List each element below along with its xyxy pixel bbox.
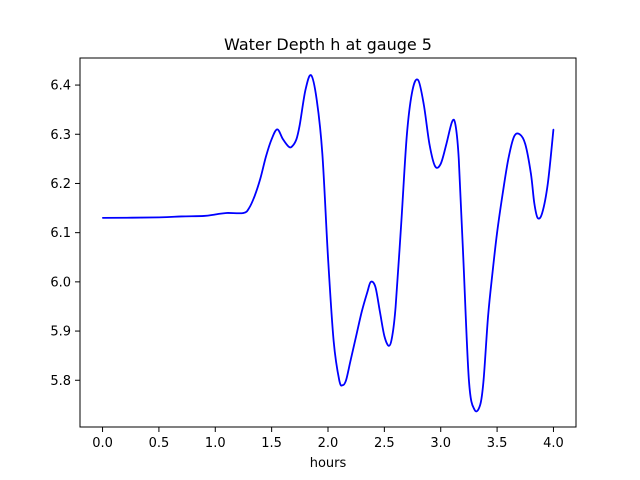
data-point (333, 340, 335, 342)
x-tick-label: 4.0 (543, 436, 564, 451)
data-point (491, 271, 494, 273)
data-point (468, 379, 470, 381)
data-point (406, 133, 408, 135)
series-line-0 (102, 74, 555, 413)
data-point (310, 74, 312, 76)
data-point (265, 155, 267, 157)
data-point (214, 213, 216, 216)
x-axis-ticks: 0.0 0.5 1.0 1.5 2.0 2.5 3.0 3.5 4.0 (92, 427, 564, 451)
data-point (203, 215, 205, 217)
data-point (395, 305, 397, 308)
data-point (349, 359, 352, 362)
data-point (417, 79, 419, 81)
data-point (388, 345, 390, 347)
data-point (547, 182, 549, 185)
data-point (496, 232, 498, 234)
x-tick-label: 2.0 (318, 436, 339, 451)
data-point (479, 404, 481, 406)
data-point (462, 256, 464, 258)
data-point (473, 409, 476, 411)
data-point (342, 384, 344, 386)
data-point (101, 217, 104, 219)
data-point (366, 291, 369, 293)
chart-title: Water Depth h at gauge 5 (224, 35, 432, 54)
data-point (507, 158, 509, 160)
x-tick-label: 2.5 (374, 436, 395, 451)
y-tick-label: 6.4 (50, 79, 71, 94)
data-point (291, 145, 293, 148)
data-point (338, 379, 340, 381)
data-point (254, 195, 256, 197)
x-tick-label: 1.5 (261, 436, 282, 451)
data-point (379, 310, 381, 312)
data-point (180, 215, 183, 218)
x-tick-label: 3.0 (430, 436, 451, 451)
data-point (440, 163, 442, 165)
data-point (391, 335, 393, 337)
y-tick-label: 6.3 (50, 128, 71, 143)
y-axis-ticks: 5.8 5.9 6.0 6.1 6.2 6.3 6.4 (50, 79, 80, 389)
data-point (454, 123, 456, 126)
data-point (345, 379, 347, 381)
data-point (411, 89, 414, 91)
data-point (321, 153, 323, 155)
data-point (537, 217, 539, 219)
data-point (428, 143, 431, 145)
plot-area (101, 74, 555, 413)
x-axis-label: hours (310, 456, 347, 471)
data-point (434, 165, 436, 167)
data-point (541, 212, 543, 214)
data-point (299, 123, 301, 126)
data-point (370, 281, 372, 283)
data-point (533, 202, 535, 204)
data-point (513, 136, 515, 138)
data-point (259, 177, 261, 180)
data-point (271, 138, 273, 140)
data-point (445, 143, 447, 145)
x-tick-label: 0.0 (92, 436, 113, 451)
y-tick-label: 6.1 (50, 226, 71, 241)
x-tick-label: 1.0 (205, 436, 226, 451)
y-tick-label: 5.8 (50, 374, 71, 389)
data-point (355, 335, 357, 337)
data-point (248, 207, 250, 209)
y-tick-label: 6.2 (50, 177, 71, 192)
data-point (400, 222, 402, 224)
y-tick-label: 6.0 (50, 275, 71, 290)
data-point (282, 138, 284, 140)
data-point (158, 216, 160, 219)
data-point (502, 192, 504, 194)
data-point (524, 143, 526, 145)
y-tick-label: 5.9 (50, 325, 71, 340)
data-point (361, 310, 363, 312)
data-point (552, 128, 555, 130)
data-point (304, 89, 307, 91)
data-point (530, 173, 532, 175)
data-point (287, 145, 290, 148)
data-point (276, 128, 278, 130)
data-point (316, 99, 318, 101)
data-point (519, 133, 521, 135)
data-point (458, 158, 460, 160)
data-point (423, 104, 425, 106)
data-point (242, 212, 245, 214)
data-point (487, 315, 489, 317)
data-point (327, 256, 329, 258)
plot-frame (79, 57, 577, 428)
data-point (383, 335, 385, 337)
data-point (482, 379, 485, 381)
data-point (374, 286, 376, 288)
data-point (295, 138, 298, 140)
x-tick-label: 0.5 (149, 436, 170, 451)
x-tick-label: 3.5 (487, 436, 508, 451)
data-point (225, 212, 228, 214)
data-point (451, 121, 453, 123)
